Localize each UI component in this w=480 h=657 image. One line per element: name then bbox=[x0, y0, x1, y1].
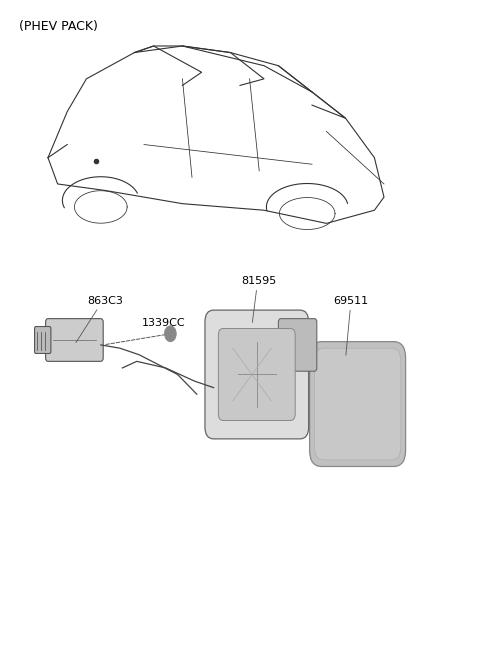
FancyBboxPatch shape bbox=[205, 310, 309, 439]
FancyBboxPatch shape bbox=[314, 348, 401, 460]
FancyBboxPatch shape bbox=[35, 327, 51, 353]
FancyBboxPatch shape bbox=[46, 319, 103, 361]
Text: 69511: 69511 bbox=[333, 296, 368, 306]
Text: 81595: 81595 bbox=[241, 276, 277, 286]
FancyBboxPatch shape bbox=[310, 342, 406, 466]
Text: 863C3: 863C3 bbox=[88, 296, 123, 306]
FancyBboxPatch shape bbox=[278, 319, 317, 371]
Text: 1339CC: 1339CC bbox=[142, 319, 185, 328]
FancyBboxPatch shape bbox=[218, 328, 295, 420]
Circle shape bbox=[165, 326, 176, 342]
Text: (PHEV PACK): (PHEV PACK) bbox=[19, 20, 98, 33]
